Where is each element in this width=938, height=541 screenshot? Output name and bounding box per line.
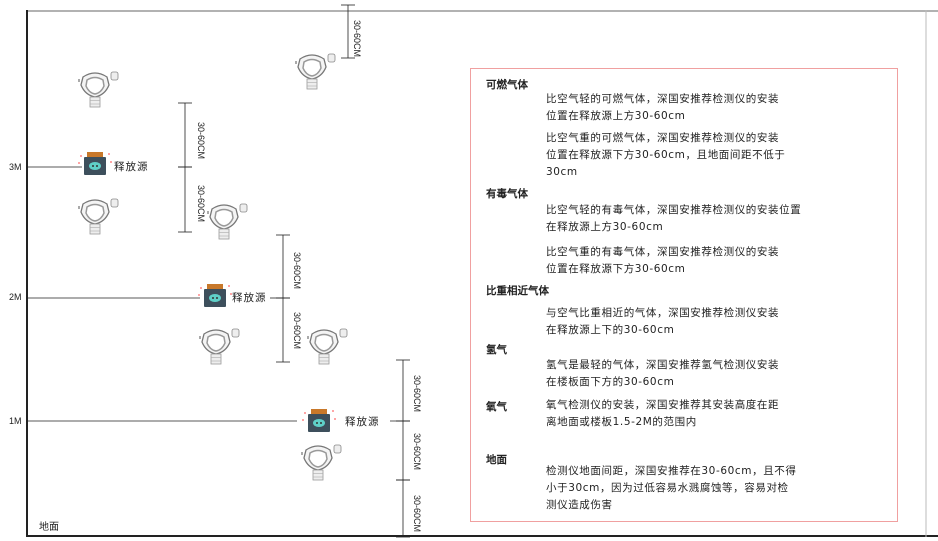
release-source-icon	[302, 409, 336, 432]
oxygen-text: 氧气检测仪的安装，深国安推荐其安装高度在距 离地面或楼板1.5-2M的范围内	[546, 399, 780, 428]
dimension-label: 30-60CM	[412, 433, 422, 471]
dimension-label: 30-60CM	[196, 122, 206, 160]
release-source-label: 释放源	[232, 292, 267, 304]
combustible-light-text: 比空气轻的可燃气体，深国安推荐检测仪的安装 位置在释放源上方30-60cm	[546, 93, 780, 122]
similar-text: 与空气比重相近的气体，深国安推荐检测仪安装 在释放源上下的30-60cm	[546, 307, 780, 336]
section-title: 氧气	[486, 401, 507, 413]
dimension-lines	[178, 4, 410, 538]
hydrogen-text: 氢气是最轻的气体，深国安推荐氢气检测仪安装 在楼板面下方的30-60cm	[546, 359, 780, 388]
release-source-icon	[78, 152, 112, 175]
toxic-heavy-text: 比空气重的有毒气体，深国安推荐检测仪的安装 位置在释放源下方30-60cm	[546, 246, 780, 275]
combustible-heavy-text: 比空气重的可燃气体，深国安推荐检测仪的安装 位置在释放源下方30-60cm，且地面…	[546, 132, 786, 178]
section-title: 有毒气体	[486, 188, 528, 200]
dimension-label: 30-60CM	[352, 20, 362, 58]
level-1m-label: 1M	[9, 416, 22, 426]
dimension-label: 30-60CM	[412, 495, 422, 533]
detector-icon	[78, 198, 119, 235]
release-source-label: 释放源	[114, 161, 149, 173]
dimension-label: 30-60CM	[292, 252, 302, 290]
level-3m-label: 3M	[9, 162, 22, 172]
section-title: 氢气	[486, 344, 507, 356]
floor-label: 地面	[39, 522, 59, 533]
section-title: 可燃气体	[486, 79, 528, 91]
release-source-icon	[198, 284, 232, 307]
dimension-label: 30-60CM	[292, 312, 302, 350]
section-title: 地面	[486, 454, 507, 466]
level-2m-label: 2M	[9, 292, 22, 302]
detector-icon	[207, 203, 248, 240]
installation-guide-panel: 可燃气体 比空气轻的可燃气体，深国安推荐检测仪的安装 位置在释放源上方30-60c…	[470, 68, 898, 522]
toxic-light-text: 比空气轻的有毒气体，深国安推荐检测仪的安装位置 在释放源上方30-60cm	[546, 204, 802, 233]
detector-icon	[301, 444, 342, 481]
section-title: 比重相近气体	[486, 285, 549, 297]
detector-icon	[307, 328, 348, 365]
dimension-label: 30-60CM	[196, 185, 206, 223]
floor-text: 检测仪地面间距，深国安推荐在30-60cm，且不得 小于30cm，因为过低容易水溅…	[546, 465, 797, 511]
detector-icon	[78, 71, 119, 108]
release-source-label: 释放源	[345, 416, 380, 428]
detector-icon	[295, 53, 336, 90]
detector-icon	[199, 328, 240, 365]
dimension-label: 30-60CM	[412, 375, 422, 413]
